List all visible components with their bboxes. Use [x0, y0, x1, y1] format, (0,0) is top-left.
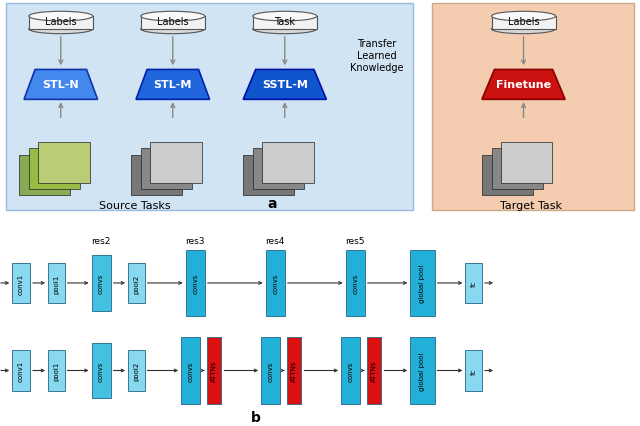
Bar [12, 350, 30, 391]
Ellipse shape [492, 25, 556, 35]
Text: pool1: pool1 [53, 361, 60, 380]
Bar [262, 143, 314, 183]
Text: res2: res2 [92, 236, 111, 245]
Bar [253, 149, 304, 190]
Bar [253, 17, 317, 30]
Bar [432, 4, 634, 211]
Text: convs: convs [348, 360, 354, 381]
Text: Labels: Labels [508, 17, 540, 27]
Text: convs: convs [268, 360, 274, 381]
Bar [48, 350, 65, 391]
Bar [492, 17, 556, 30]
Ellipse shape [253, 25, 317, 35]
Polygon shape [243, 70, 326, 100]
Text: ATTNs: ATTNs [371, 360, 378, 381]
Bar [465, 263, 482, 303]
Text: convs: convs [98, 273, 104, 294]
Text: convs: convs [272, 273, 278, 294]
Bar [12, 263, 30, 303]
Text: b: b [251, 410, 261, 424]
Bar [410, 337, 435, 404]
Bar [29, 17, 93, 30]
Text: res3: res3 [186, 236, 205, 245]
Bar [266, 250, 285, 316]
Ellipse shape [492, 12, 556, 22]
Bar [29, 149, 80, 190]
Bar [48, 263, 65, 303]
Bar [181, 337, 200, 404]
Text: convs: convs [352, 273, 358, 294]
Polygon shape [136, 70, 210, 100]
Bar [492, 149, 543, 190]
Text: global pool: global pool [419, 351, 426, 390]
Bar [92, 256, 111, 311]
Text: STL-M: STL-M [154, 80, 192, 90]
Bar [186, 250, 205, 316]
Bar [341, 337, 360, 404]
Bar [128, 350, 145, 391]
Polygon shape [24, 70, 97, 100]
Text: Finetune: Finetune [496, 80, 551, 90]
Text: Labels: Labels [45, 17, 77, 27]
Bar [38, 143, 90, 183]
Bar [92, 343, 111, 398]
Text: Target Task: Target Task [500, 200, 562, 210]
Ellipse shape [141, 12, 205, 22]
Bar [465, 350, 482, 391]
Text: res5: res5 [346, 236, 365, 245]
Text: convs: convs [98, 360, 104, 381]
Text: ATTNs: ATTNs [291, 360, 298, 381]
Text: Labels: Labels [157, 17, 189, 27]
Text: conv1: conv1 [18, 273, 24, 294]
Text: pool2: pool2 [133, 273, 140, 293]
Bar [128, 263, 145, 303]
Text: global pool: global pool [419, 264, 426, 302]
Text: res4: res4 [266, 236, 285, 245]
Ellipse shape [253, 12, 317, 22]
Bar [6, 4, 413, 211]
Bar [207, 337, 221, 404]
Text: Transfer
Learned
Knowledge: Transfer Learned Knowledge [349, 39, 403, 72]
Text: fc: fc [470, 368, 477, 374]
Text: ATTNs: ATTNs [211, 360, 218, 381]
Bar [150, 143, 202, 183]
Text: SSTL-M: SSTL-M [262, 80, 308, 90]
Bar [141, 17, 205, 30]
Text: Source Tasks: Source Tasks [99, 200, 170, 210]
Text: conv1: conv1 [18, 360, 24, 381]
Text: a: a [268, 196, 276, 210]
Bar [367, 337, 381, 404]
Ellipse shape [29, 25, 93, 35]
Bar [410, 250, 435, 316]
Bar [19, 155, 70, 196]
Bar [131, 155, 182, 196]
Ellipse shape [29, 12, 93, 22]
Polygon shape [482, 70, 565, 100]
Ellipse shape [141, 25, 205, 35]
Text: convs: convs [192, 273, 198, 294]
Text: STL-N: STL-N [42, 80, 79, 90]
Text: pool1: pool1 [53, 273, 60, 293]
Bar [501, 143, 552, 183]
Bar [261, 337, 280, 404]
Bar [482, 155, 533, 196]
Bar [287, 337, 301, 404]
Bar [243, 155, 294, 196]
Text: Task: Task [275, 17, 295, 27]
Bar [141, 149, 192, 190]
Text: pool2: pool2 [133, 361, 140, 380]
Text: fc: fc [470, 280, 477, 286]
Bar [346, 250, 365, 316]
Text: convs: convs [188, 360, 194, 381]
